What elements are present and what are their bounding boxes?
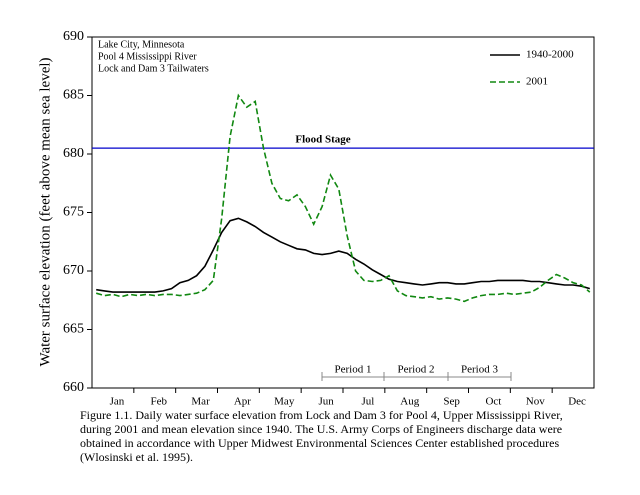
- period-label: Period 2: [398, 364, 435, 376]
- series-line: [96, 217, 591, 293]
- y-tick-label: 660: [63, 380, 84, 395]
- y-tick-label: 665: [63, 322, 84, 337]
- y-axis-label: Water surface elevation (feet above mean…: [37, 57, 53, 366]
- x-tick-label: Sep: [443, 396, 460, 408]
- y-tick-label: 680: [63, 146, 84, 161]
- x-tick-label: Mar: [191, 396, 210, 408]
- y-tick-label: 670: [63, 263, 84, 278]
- y-tick-label: 690: [63, 29, 84, 44]
- x-tick-label: Jul: [361, 396, 374, 408]
- caption-line: during 2001 and mean elevation since 194…: [80, 422, 562, 436]
- annotation: Lock and Dam 3 Tailwaters: [98, 63, 209, 74]
- caption-line: obtained in accordance with Upper Midwes…: [80, 436, 560, 450]
- x-tick-label: Aug: [400, 396, 419, 408]
- caption-line: Figure 1.1. Daily water surface elevatio…: [80, 408, 563, 422]
- legend-label: 2001: [526, 76, 548, 88]
- x-tick-label: Feb: [151, 396, 168, 408]
- x-tick-label: Apr: [234, 396, 251, 408]
- y-tick-label: 685: [63, 88, 84, 103]
- annotation: Pool 4 Mississippi River: [98, 51, 197, 62]
- y-tick-label: 675: [63, 205, 84, 220]
- x-tick-label: Jun: [318, 396, 334, 408]
- series-line: [95, 93, 591, 303]
- period-label: Period 3: [461, 364, 498, 376]
- x-tick-label: May: [274, 396, 295, 408]
- period-label: Period 1: [335, 364, 372, 376]
- x-tick-label: Jan: [110, 396, 125, 408]
- annotation: Lake City, Minnesota: [98, 39, 185, 50]
- x-tick-label: Dec: [568, 396, 586, 408]
- flood-stage-label: Flood Stage: [295, 134, 350, 146]
- x-tick-label: Nov: [526, 396, 545, 408]
- legend-label: 1940-2000: [526, 49, 574, 61]
- x-tick-label: Oct: [485, 396, 501, 408]
- caption-line: (Wlosinski et al. 1995).: [80, 450, 193, 464]
